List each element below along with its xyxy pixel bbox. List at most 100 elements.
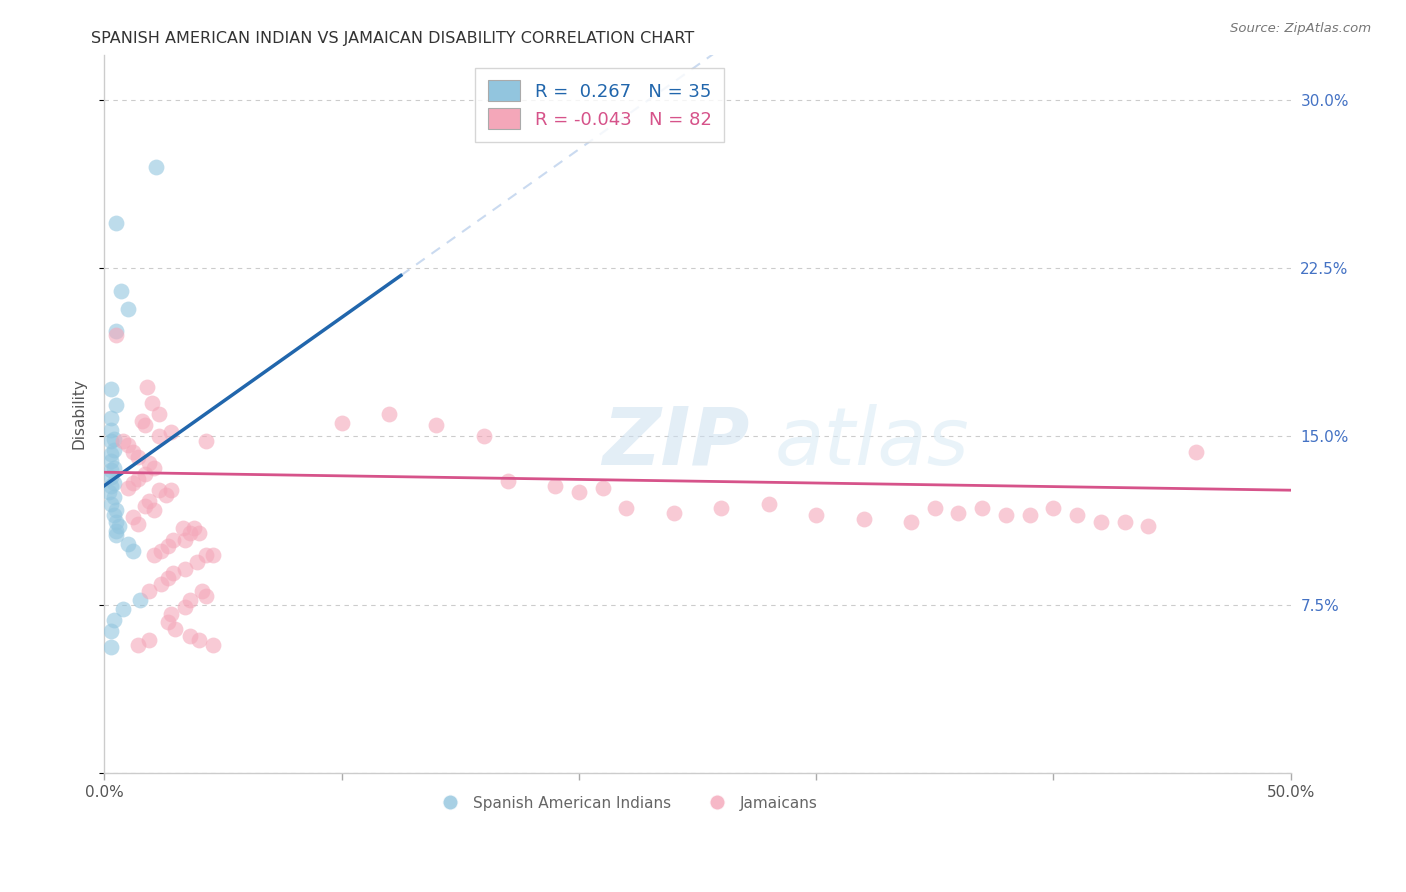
- Point: [162, 566, 184, 581]
- Point: [100, 479, 122, 493]
- Point: [103, 490, 125, 504]
- Point: [1018, 508, 1040, 522]
- Point: [117, 481, 139, 495]
- Point: [900, 515, 922, 529]
- Point: [117, 537, 139, 551]
- Point: [134, 418, 156, 433]
- Text: ZIP: ZIP: [603, 404, 749, 482]
- Point: [174, 533, 197, 547]
- Point: [157, 571, 180, 585]
- Point: [378, 407, 401, 421]
- Point: [179, 525, 201, 540]
- Point: [202, 548, 225, 562]
- Point: [568, 485, 591, 500]
- Point: [188, 633, 211, 648]
- Text: SPANISH AMERICAN INDIAN VS JAMAICAN DISABILITY CORRELATION CHART: SPANISH AMERICAN INDIAN VS JAMAICAN DISA…: [91, 31, 695, 46]
- Point: [1184, 445, 1206, 459]
- Point: [202, 638, 225, 652]
- Point: [103, 460, 125, 475]
- Point: [496, 474, 519, 488]
- Point: [186, 555, 208, 569]
- Point: [103, 432, 125, 446]
- Point: [174, 562, 197, 576]
- Y-axis label: Disability: Disability: [72, 378, 86, 450]
- Point: [131, 414, 153, 428]
- Point: [162, 533, 184, 547]
- Point: [852, 512, 875, 526]
- Point: [972, 501, 994, 516]
- Point: [103, 508, 125, 522]
- Point: [128, 593, 150, 607]
- Point: [614, 501, 637, 516]
- Point: [112, 602, 135, 616]
- Point: [107, 519, 129, 533]
- Point: [100, 447, 122, 461]
- Point: [105, 398, 128, 412]
- Point: [138, 633, 160, 648]
- Point: [134, 499, 156, 513]
- Point: [105, 216, 128, 230]
- Point: [150, 577, 173, 591]
- Point: [105, 324, 128, 338]
- Point: [100, 411, 122, 425]
- Point: [159, 607, 181, 621]
- Point: [924, 501, 946, 516]
- Point: [183, 521, 205, 535]
- Point: [121, 445, 143, 459]
- Point: [948, 506, 970, 520]
- Point: [100, 469, 122, 483]
- Point: [105, 515, 128, 529]
- Point: [145, 161, 167, 175]
- Point: [1090, 515, 1112, 529]
- Point: [100, 497, 122, 511]
- Point: [148, 483, 170, 498]
- Point: [159, 483, 181, 498]
- Point: [127, 516, 149, 531]
- Point: [159, 425, 181, 439]
- Text: atlas: atlas: [775, 404, 969, 482]
- Point: [179, 593, 201, 607]
- Point: [127, 450, 149, 464]
- Point: [100, 640, 122, 655]
- Point: [100, 423, 122, 437]
- Point: [110, 284, 132, 298]
- Point: [100, 624, 122, 639]
- Point: [190, 584, 212, 599]
- Point: [472, 429, 495, 443]
- Point: [105, 528, 128, 542]
- Point: [143, 548, 166, 562]
- Legend: Spanish American Indians, Jamaicans: Spanish American Indians, Jamaicans: [429, 789, 824, 817]
- Point: [150, 543, 173, 558]
- Point: [1114, 515, 1136, 529]
- Point: [188, 525, 211, 540]
- Point: [1066, 508, 1088, 522]
- Point: [136, 380, 159, 394]
- Point: [157, 615, 180, 630]
- Point: [662, 506, 685, 520]
- Point: [117, 438, 139, 452]
- Text: Source: ZipAtlas.com: Source: ZipAtlas.com: [1230, 22, 1371, 36]
- Point: [195, 589, 218, 603]
- Point: [143, 503, 166, 517]
- Point: [165, 622, 187, 636]
- Point: [138, 456, 160, 470]
- Point: [100, 382, 122, 396]
- Point: [1042, 501, 1064, 516]
- Point: [98, 485, 121, 500]
- Point: [121, 476, 143, 491]
- Point: [195, 434, 218, 448]
- Point: [100, 434, 122, 448]
- Point: [592, 481, 614, 495]
- Point: [710, 501, 733, 516]
- Point: [117, 301, 139, 316]
- Point: [112, 434, 135, 448]
- Point: [195, 548, 218, 562]
- Point: [994, 508, 1017, 522]
- Point: [138, 494, 160, 508]
- Point: [804, 508, 827, 522]
- Point: [330, 416, 353, 430]
- Point: [105, 328, 128, 343]
- Point: [174, 599, 197, 614]
- Point: [157, 539, 180, 553]
- Point: [425, 418, 447, 433]
